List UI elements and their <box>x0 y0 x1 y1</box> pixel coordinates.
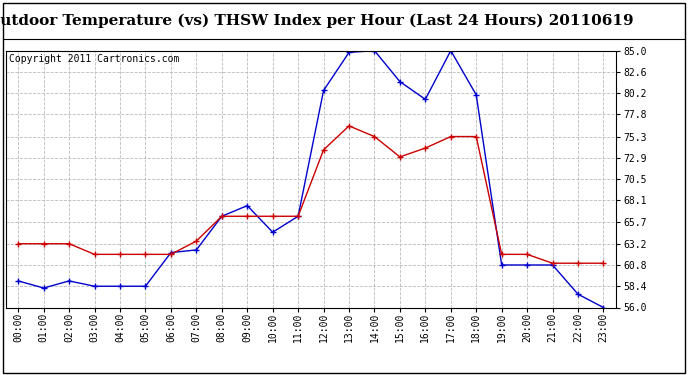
Text: Outdoor Temperature (vs) THSW Index per Hour (Last 24 Hours) 20110619: Outdoor Temperature (vs) THSW Index per … <box>0 13 634 27</box>
Text: Copyright 2011 Cartronics.com: Copyright 2011 Cartronics.com <box>8 54 179 64</box>
